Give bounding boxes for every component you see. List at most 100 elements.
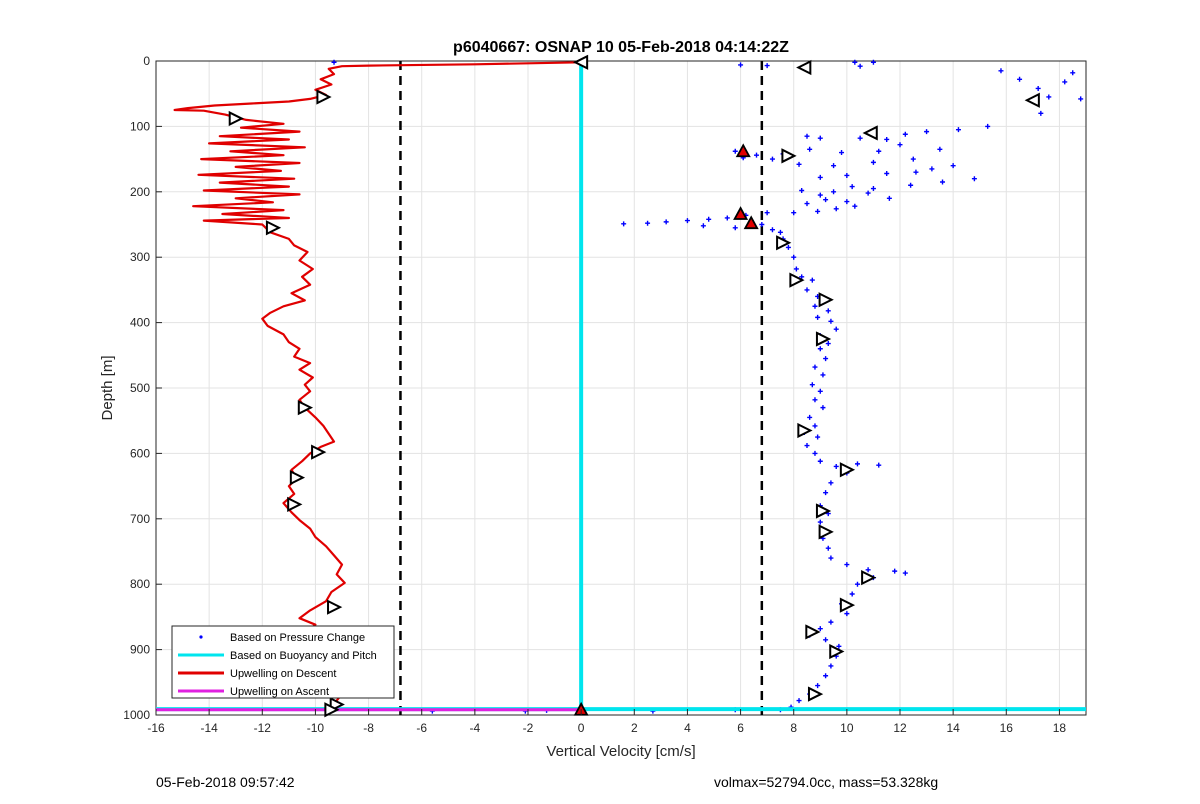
pressure-change-point (828, 619, 834, 625)
y-tick-label: 500 (130, 381, 150, 395)
pressure-change-point (924, 129, 930, 135)
pressure-change-point (937, 146, 943, 152)
triangle-left-marker (1024, 92, 1040, 108)
triangle-right-marker (818, 524, 834, 540)
pressure-change-point (950, 163, 956, 169)
pressure-change-point (833, 206, 839, 212)
pressure-change-point (825, 545, 831, 551)
pressure-change-point (876, 148, 882, 154)
pressure-change-point (1046, 94, 1052, 100)
triangle-right-marker (797, 422, 813, 439)
pressure-change-point (812, 364, 818, 370)
x-tick-label: -2 (523, 721, 534, 735)
pressure-change-point (849, 184, 855, 190)
series-layer (156, 59, 1086, 714)
pressure-change-point (812, 303, 818, 309)
pressure-change-point (791, 210, 797, 216)
pressure-change-point (769, 227, 775, 233)
x-tick-label: 2 (631, 721, 638, 735)
pressure-change-point (828, 663, 834, 669)
y-tick-label: 600 (130, 446, 150, 460)
pressure-change-point (1038, 110, 1044, 116)
legend-label: Upwelling on Descent (230, 668, 336, 680)
pressure-change-point (844, 562, 850, 568)
pressure-change-point (998, 68, 1004, 74)
pressure-change-point (700, 223, 706, 229)
pressure-change-point (897, 142, 903, 148)
pressure-change-point (902, 131, 908, 137)
pressure-change-point (857, 135, 863, 141)
pressure-change-point (732, 148, 738, 154)
x-tick-label: -12 (254, 721, 272, 735)
pressure-change-point (884, 136, 890, 142)
pressure-change-point (785, 244, 791, 250)
pressure-change-point (833, 463, 839, 469)
pressure-change-point (823, 197, 829, 203)
y-tick-label: 100 (130, 119, 150, 133)
triangle-right-marker (781, 148, 797, 164)
pressure-change-point (812, 450, 818, 456)
pressure-change-point (828, 480, 834, 486)
triangle-right-marker (818, 292, 834, 308)
pressure-change-point (799, 274, 805, 280)
pressure-change-point (1062, 79, 1068, 85)
pressure-change-point (804, 443, 810, 449)
pressure-change-point (815, 683, 821, 689)
legend-box (171, 625, 395, 699)
x-tick-label: 14 (946, 721, 960, 735)
pressure-change-point (804, 201, 810, 207)
pressure-change-point (849, 591, 855, 597)
legend-label: Based on Pressure Change (230, 632, 365, 644)
pressure-change-point (985, 123, 991, 129)
triangle-right-marker (807, 686, 824, 702)
pressure-change-point (870, 186, 876, 192)
triangle-right-marker (327, 599, 343, 615)
pressure-change-point (971, 176, 977, 182)
triangle-right-marker (311, 444, 327, 460)
triangle-right-marker (805, 624, 821, 640)
pressure-change-point (823, 637, 829, 643)
triangle-right-marker (839, 462, 856, 478)
legend-label: Upwelling on Ascent (230, 686, 329, 698)
triangle-up-marker (733, 206, 749, 220)
triangle-right-marker (776, 235, 792, 251)
triangle-up-marker (743, 215, 759, 230)
pressure-change-point (764, 63, 770, 69)
pressure-change-point (825, 341, 831, 347)
grid-lines (155, 60, 1086, 716)
pressure-change-point (809, 277, 815, 283)
pressure-change-point (799, 187, 805, 193)
pressure-change-point (777, 229, 783, 235)
pressure-change-point (844, 199, 850, 205)
pressure-change-point (621, 221, 627, 227)
pressure-change-point (759, 222, 765, 227)
pressure-change-point (940, 179, 946, 185)
triangle-right-marker (815, 503, 832, 519)
legend-swatch-point (199, 635, 203, 639)
x-tick-label: -14 (200, 721, 218, 735)
pressure-change-point (804, 287, 810, 293)
x-tick-label: -16 (147, 721, 165, 735)
pressure-change-point (828, 318, 834, 324)
pressure-change-point (817, 458, 823, 464)
pressure-change-point (886, 195, 892, 201)
pressure-change-point (791, 254, 797, 260)
y-tick-label: 200 (130, 185, 150, 199)
triangle-right-marker (829, 643, 845, 660)
x-tick-label: 6 (737, 721, 744, 735)
pressure-change-point (820, 372, 826, 378)
pressure-change-point (738, 62, 744, 68)
pressure-change-point (820, 405, 826, 411)
pressure-change-point (852, 59, 858, 65)
triangle-up-marker (735, 143, 751, 158)
pressure-change-point (807, 414, 813, 420)
pressure-change-point (807, 146, 813, 152)
x-tick-label: 4 (684, 721, 691, 735)
pressure-change-point (817, 626, 823, 632)
triangle-right-marker (789, 272, 805, 288)
pressure-change-point (817, 388, 823, 394)
pressure-change-point (812, 397, 818, 403)
pressure-change-point (836, 643, 842, 649)
pressure-change-point (1070, 70, 1076, 76)
